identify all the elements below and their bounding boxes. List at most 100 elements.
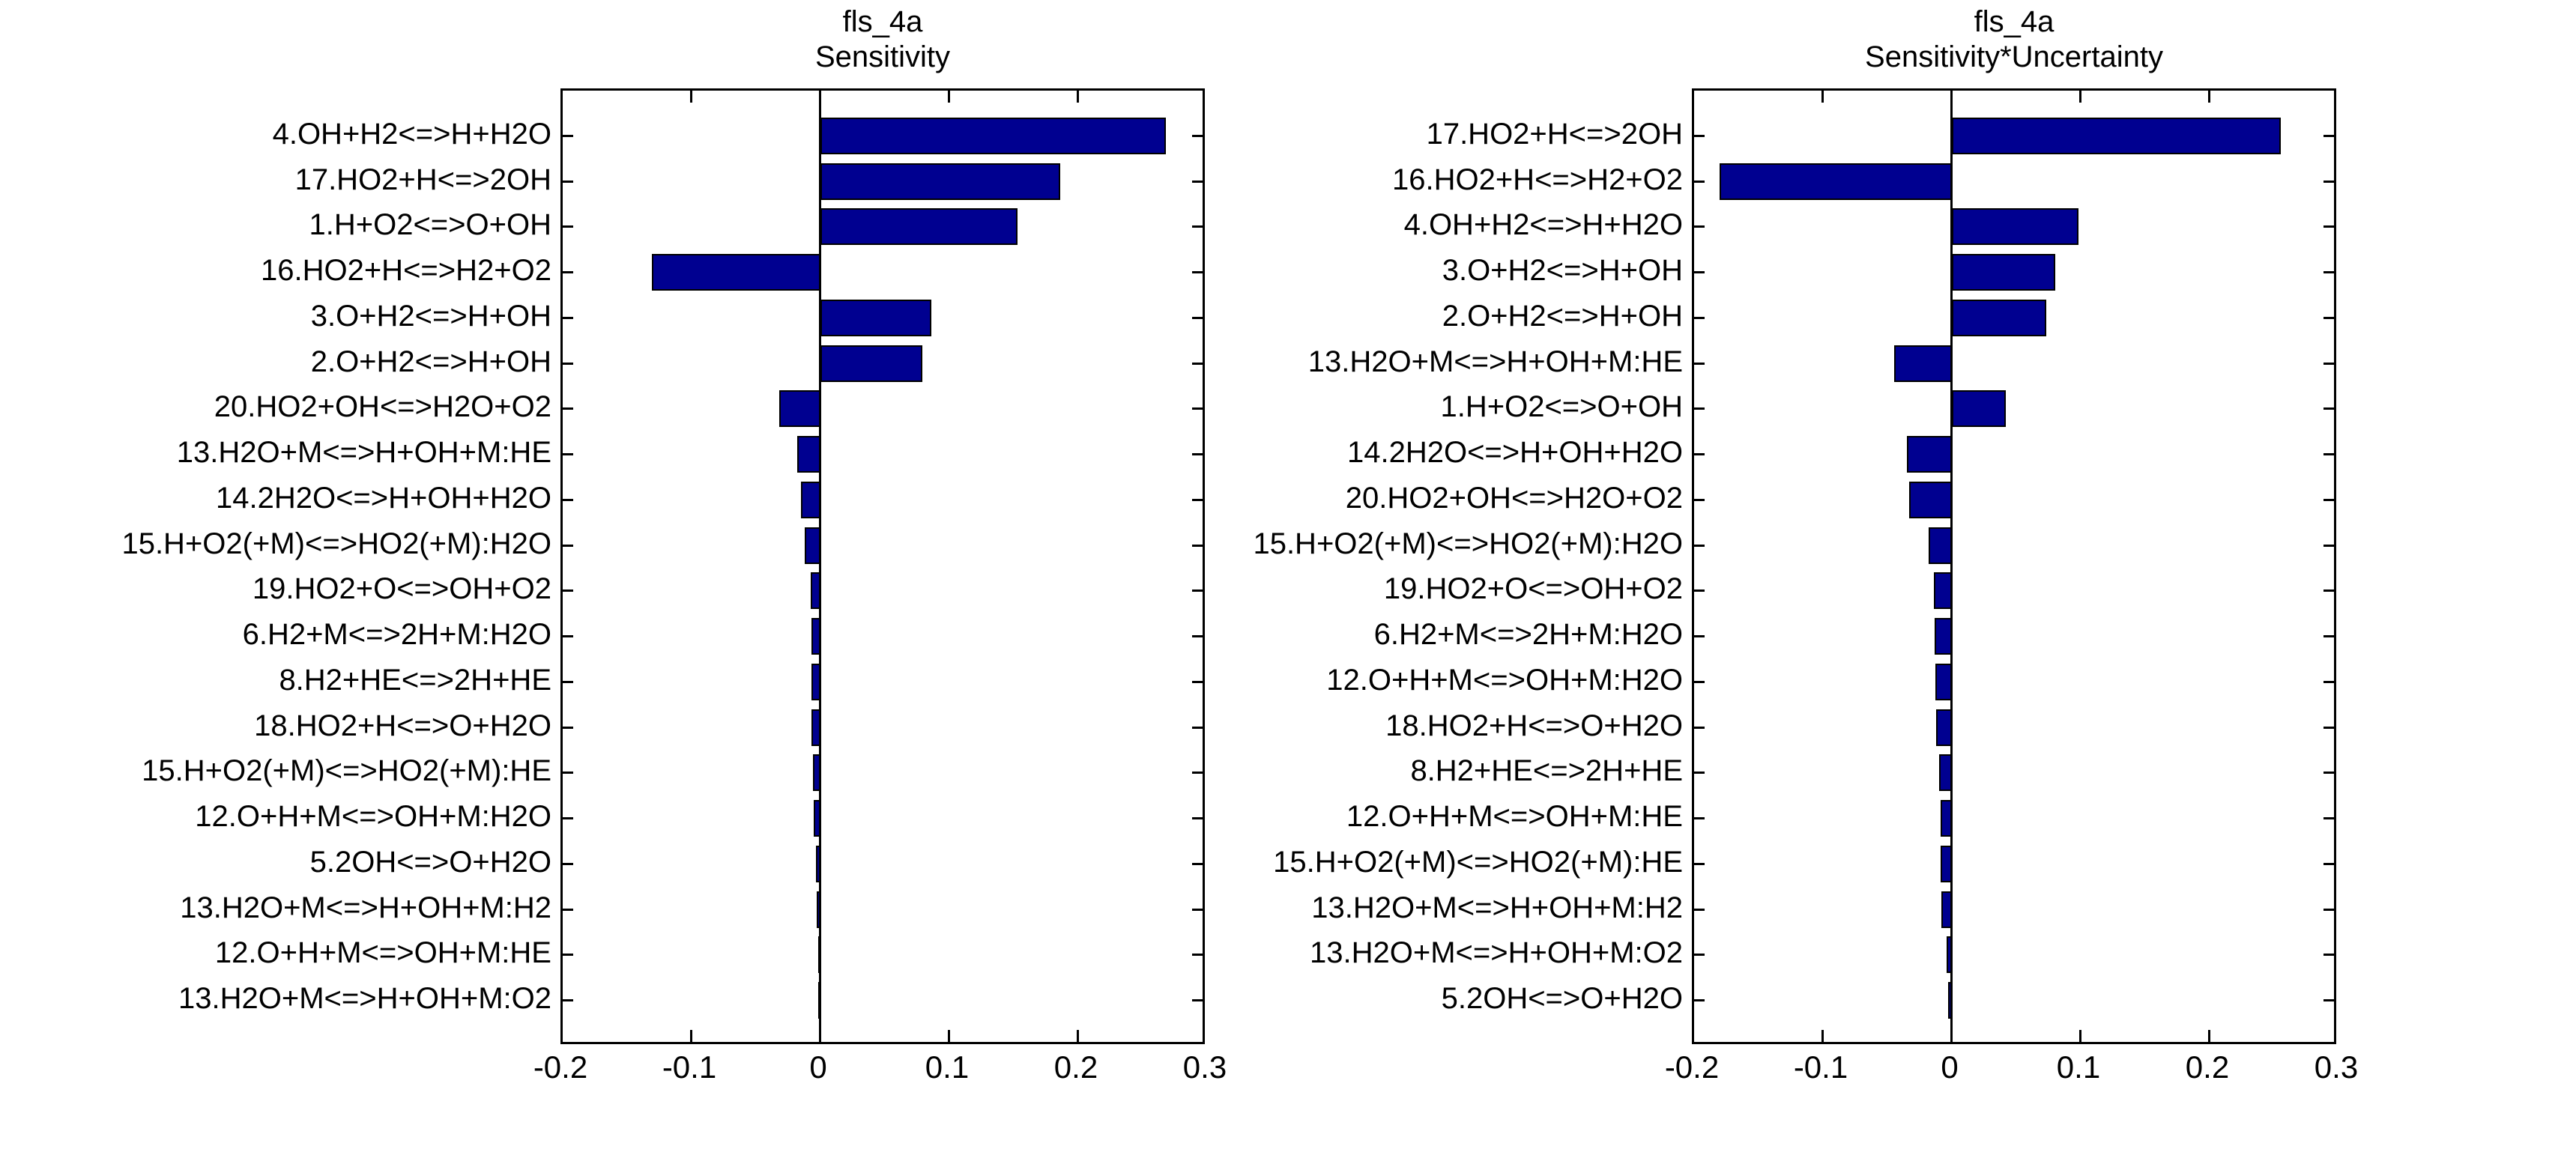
x-tick-label: 0.2	[1053, 1049, 1098, 1085]
x-axis-tick	[690, 1030, 692, 1042]
zero-axis-line	[1950, 91, 1953, 1042]
bar	[1947, 936, 1952, 973]
y-tick-label: 17.HO2+H<=>2OH	[1426, 118, 1683, 151]
y-axis-tick	[563, 817, 573, 819]
y-axis-tick	[1694, 635, 1705, 637]
y-tick-label: 15.H+O2(+M)<=>HO2(+M):H2O	[121, 527, 551, 560]
bar	[1935, 618, 1952, 655]
bar	[818, 982, 821, 1019]
bar	[1941, 846, 1952, 882]
y-tick-label: 2.O+H2<=>H+OH	[1442, 300, 1683, 333]
y-axis-tick	[2323, 681, 2334, 683]
y-tick-label: 1.H+O2<=>O+OH	[1440, 390, 1683, 423]
y-axis-tick	[563, 363, 573, 365]
y-tick-label: 12.O+H+M<=>OH+M:HE	[214, 936, 551, 969]
y-axis-tick	[1694, 271, 1705, 273]
bar	[1941, 891, 1952, 928]
y-axis-tick	[1192, 225, 1203, 228]
y-axis-tick	[2323, 225, 2334, 228]
bar	[811, 572, 820, 609]
x-axis-tick	[2079, 91, 2081, 103]
x-axis-tick	[2079, 1030, 2081, 1042]
bar	[1909, 482, 1952, 518]
y-axis-tick	[563, 681, 573, 683]
x-axis-tick	[1950, 91, 1953, 103]
y-axis-tick	[1694, 817, 1705, 819]
chart-title-line2: Sensitivity*Uncertainty	[1865, 40, 2163, 73]
bar	[820, 208, 1018, 245]
y-axis-tick	[2323, 999, 2334, 1001]
y-axis-tick	[1192, 453, 1203, 455]
y-tick-label: 3.O+H2<=>H+OH	[310, 300, 551, 333]
bar	[1941, 800, 1952, 837]
bar	[805, 527, 820, 564]
y-tick-label: 18.HO2+H<=>O+H2O	[1385, 709, 1683, 742]
y-axis-tick	[563, 135, 573, 137]
bar	[1907, 436, 1952, 473]
y-axis-tick	[2323, 407, 2334, 410]
bar	[820, 163, 1060, 200]
bar	[1894, 345, 1952, 382]
y-axis-tick	[1694, 545, 1705, 547]
y-axis-tick	[2323, 499, 2334, 501]
y-axis-tick	[1694, 772, 1705, 774]
bar	[817, 891, 820, 928]
x-tick-label: 0.3	[1182, 1049, 1227, 1085]
y-axis-tick	[563, 545, 573, 547]
x-axis-tick	[948, 1030, 950, 1042]
y-axis-tick	[1694, 453, 1705, 455]
y-tick-label: 16.HO2+H<=>H2+O2	[260, 254, 551, 287]
bar	[1952, 254, 2055, 291]
y-tick-label: 3.O+H2<=>H+OH	[1442, 254, 1683, 287]
bar	[1929, 527, 1952, 564]
y-axis-tick	[2323, 817, 2334, 819]
y-axis-tick	[1192, 727, 1203, 729]
x-tick-label: -0.1	[662, 1049, 717, 1085]
y-axis-tick	[563, 271, 573, 273]
y-tick-label: 15.H+O2(+M)<=>HO2(+M):H2O	[1253, 527, 1683, 560]
bar	[811, 664, 820, 700]
y-axis-tick	[1192, 407, 1203, 410]
y-axis-tick	[563, 635, 573, 637]
y-tick-label: 13.H2O+M<=>H+OH+M:HE	[1307, 345, 1683, 378]
y-axis-tick	[563, 181, 573, 183]
y-axis-tick	[563, 909, 573, 911]
y-axis-tick	[563, 407, 573, 410]
y-axis-tick	[2323, 863, 2334, 865]
chart-title-line1: fls_4a	[1974, 5, 2055, 38]
bar	[1720, 163, 1952, 200]
bar	[797, 436, 820, 473]
y-axis-tick	[563, 589, 573, 592]
y-tick-label: 4.OH+H2<=>H+H2O	[272, 118, 551, 151]
y-tick-label: 19.HO2+O<=>OH+O2	[1383, 572, 1683, 605]
y-tick-label: 13.H2O+M<=>H+OH+M:H2	[1311, 891, 1683, 924]
y-tick-label: 5.2OH<=>O+H2O	[1441, 982, 1683, 1015]
y-axis-tick	[2323, 909, 2334, 911]
y-axis-tick	[1192, 363, 1203, 365]
y-axis-tick	[2323, 317, 2334, 319]
y-axis-tick	[1192, 181, 1203, 183]
y-axis-tick	[2323, 954, 2334, 956]
y-axis-tick	[1694, 909, 1705, 911]
y-tick-label: 20.HO2+OH<=>H2O+O2	[1345, 482, 1683, 515]
bar	[811, 618, 820, 655]
y-axis-tick	[1694, 407, 1705, 410]
y-axis-tick	[2323, 135, 2334, 137]
bar	[820, 118, 1166, 154]
y-tick-label: 17.HO2+H<=>2OH	[294, 163, 551, 196]
y-tick-label: 16.HO2+H<=>H2+O2	[1391, 163, 1683, 196]
y-axis-tick	[1192, 545, 1203, 547]
y-axis-tick	[1192, 772, 1203, 774]
x-tick-label: 0.3	[2314, 1049, 2359, 1085]
y-axis-tick	[1694, 589, 1705, 592]
x-axis-tick	[1821, 1030, 1824, 1042]
x-axis-tick	[819, 91, 821, 103]
y-tick-label: 1.H+O2<=>O+OH	[309, 208, 551, 241]
y-axis-tick	[563, 317, 573, 319]
bar	[1952, 208, 2078, 245]
bar	[1952, 390, 2006, 427]
y-axis-tick	[563, 954, 573, 956]
y-axis-tick	[1694, 954, 1705, 956]
y-tick-label: 13.H2O+M<=>H+OH+M:H2	[180, 891, 551, 924]
